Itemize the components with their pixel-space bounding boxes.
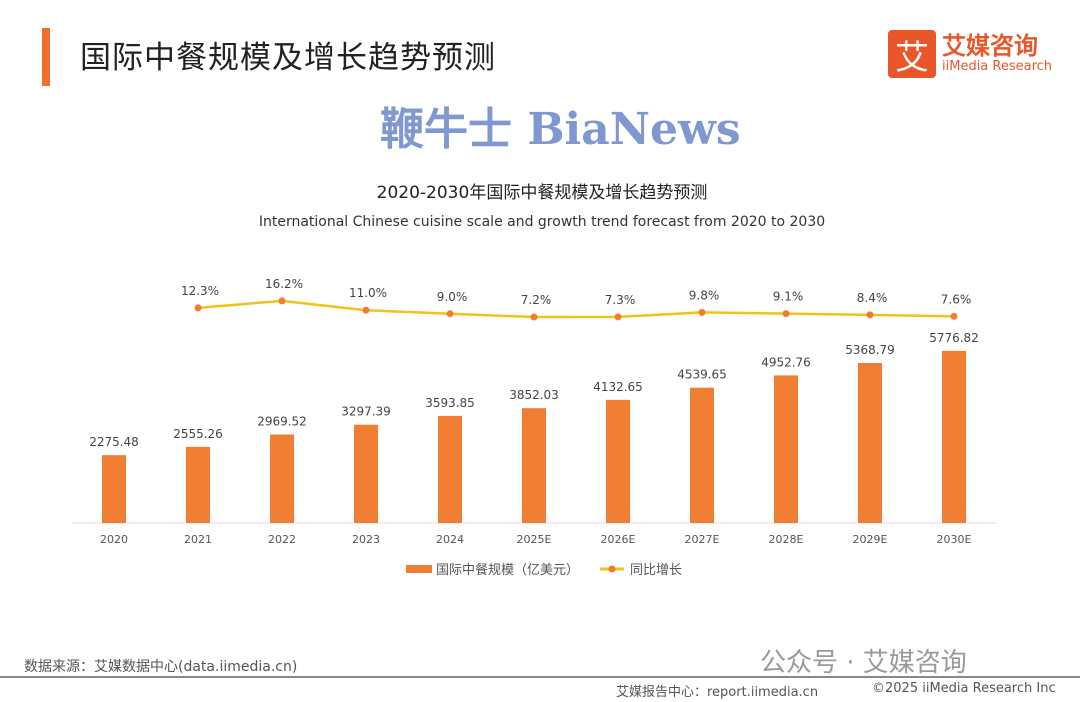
x-tick-label: 2026E: [601, 533, 636, 546]
wechat-account: 公众号 · 艾媒咨询: [760, 648, 967, 678]
bar: [942, 350, 966, 523]
growth-label: 11.0%: [349, 286, 387, 300]
watermark: 鞭牛士 BiaNews: [380, 104, 741, 155]
legend-line-label: 同比增长: [630, 563, 682, 578]
bar-value-label: 2275.48: [89, 435, 139, 449]
footer-divider: [0, 676, 1080, 678]
x-tick-label: 2024: [436, 533, 464, 546]
logo: 艾 艾媒咨询 iiMedia Research: [888, 30, 1052, 78]
growth-point: [278, 297, 286, 305]
x-tick-label: 2029E: [853, 533, 888, 546]
growth-line: [197, 299, 955, 319]
legend-line-marker: [608, 565, 616, 573]
bar: [102, 455, 126, 523]
growth-point: [950, 312, 958, 320]
bar: [354, 424, 378, 523]
bar-value-label: 2969.52: [257, 415, 307, 429]
chart-subtitle: International Chinese cuisine scale and …: [259, 214, 825, 230]
growth-point: [530, 313, 538, 321]
report-center: 艾媒报告中心：report.iimedia.cn: [616, 685, 819, 700]
growth-point: [866, 311, 874, 319]
bar: [438, 415, 462, 523]
x-tick-label: 2028E: [769, 533, 804, 546]
bar-value-label: 4952.76: [761, 355, 811, 369]
x-tick-label: 2027E: [685, 533, 720, 546]
legend: 国际中餐规模（亿美元） 同比增长: [406, 562, 682, 578]
bar: [270, 434, 294, 523]
x-tick-label: 2025E: [517, 533, 552, 546]
bar-value-label: 3852.03: [509, 388, 559, 402]
legend-bar-swatch: [406, 565, 432, 573]
growth-label: 16.2%: [265, 277, 303, 291]
logo-mark: 艾: [888, 30, 936, 78]
chart-title: 2020-2030年国际中餐规模及增长趋势预测: [377, 183, 708, 203]
x-tick-label: 2021: [184, 533, 212, 546]
growth-label: 8.4%: [857, 291, 888, 305]
bar: [774, 375, 798, 523]
bar-value-label: 3593.85: [425, 396, 475, 410]
x-tick-label: 2020: [100, 533, 128, 546]
growth-label: 9.8%: [689, 288, 720, 302]
bar-value-label: 3297.39: [341, 405, 391, 419]
growth-label: 12.3%: [181, 284, 219, 298]
growth-label: 7.2%: [521, 293, 552, 307]
growth-label: 7.6%: [941, 292, 972, 306]
legend-bar-label: 国际中餐规模（亿美元）: [436, 562, 579, 578]
growth-label: 7.3%: [605, 293, 636, 307]
bar-value-label: 4132.65: [593, 380, 643, 394]
x-tick-label: 2023: [352, 533, 380, 546]
bar: [606, 399, 630, 523]
bar: [690, 387, 714, 523]
logo-en: iiMedia Research: [942, 59, 1053, 74]
growth-point: [446, 310, 454, 318]
bar-value-label: 2555.26: [173, 427, 223, 441]
bar: [186, 446, 210, 523]
page-title: 国际中餐规模及增长趋势预测: [80, 40, 496, 76]
bar: [522, 408, 546, 523]
growth-point: [194, 304, 202, 312]
growth-point: [614, 313, 622, 321]
logo-cn: 艾媒咨询: [942, 32, 1038, 60]
x-tick-label: 2022: [268, 533, 296, 546]
growth-label: 9.0%: [437, 290, 468, 304]
growth-point: [362, 306, 370, 314]
bar: [858, 363, 882, 523]
data-source: 数据来源：艾媒数据中心(data.iimedia.cn): [24, 659, 298, 675]
bar-value-label: 4539.65: [677, 368, 727, 382]
title-accent-bar: [42, 28, 50, 86]
growth-point: [698, 308, 706, 316]
growth-point: [782, 310, 790, 318]
copyright: ©2025 iiMedia Research Inc: [872, 681, 1056, 696]
bar-value-label: 5368.79: [845, 343, 895, 357]
growth-label: 9.1%: [773, 290, 804, 304]
x-tick-label: 2030E: [937, 533, 972, 546]
bar-value-label: 5776.82: [929, 331, 979, 345]
